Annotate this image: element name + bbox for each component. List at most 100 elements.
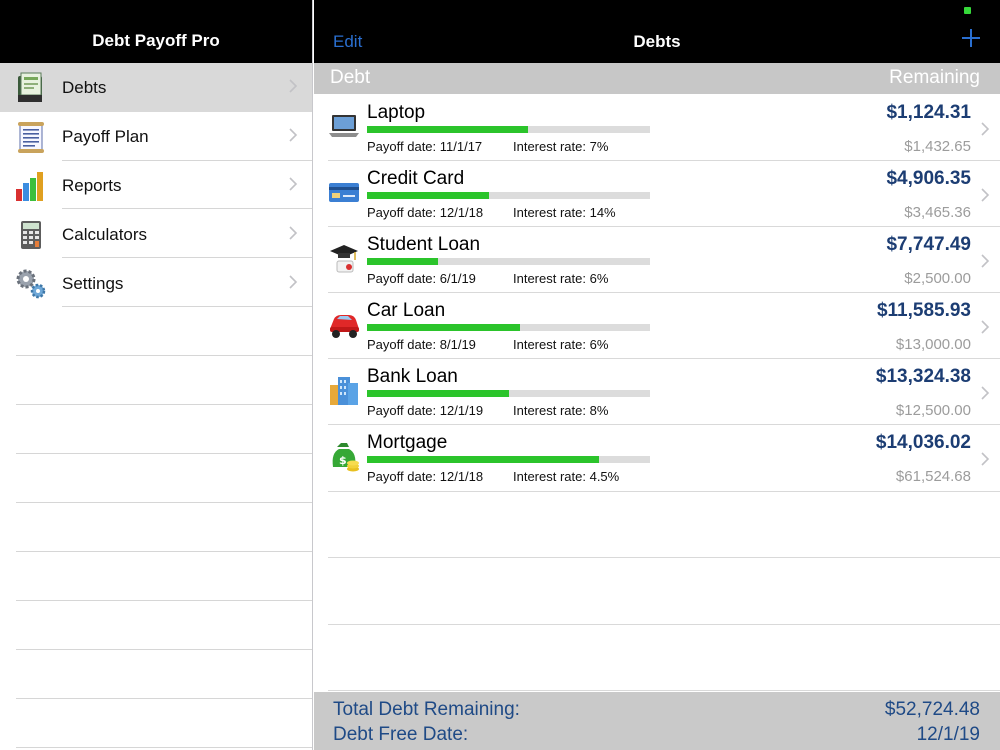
original-amount: $12,500.00: [895, 402, 971, 419]
payoff-progress-bar: [367, 258, 650, 265]
debt-name: Student Loan: [367, 234, 481, 255]
divider: [16, 355, 312, 356]
divider: [16, 747, 312, 748]
remaining-amount: $13,324.38: [875, 366, 971, 387]
payoff-progress-bar: [367, 324, 650, 331]
divider: [328, 160, 1000, 161]
calculator-icon: [21, 220, 41, 249]
divider: [16, 404, 312, 405]
sidebar-item-settings[interactable]: Settings: [0, 259, 312, 308]
payoff-date: Payoff date: 12/1/18: [367, 205, 484, 220]
sidebar-navbar: Debt Payoff Pro: [0, 0, 312, 63]
scroll-icon: [18, 121, 44, 153]
sidebar-item-debts[interactable]: Debts: [0, 63, 312, 112]
chevron-right-icon: [981, 320, 990, 334]
interest-rate: Interest rate: 6%: [513, 337, 609, 352]
divider: [16, 698, 312, 699]
divider: [328, 226, 1000, 227]
chevron-right-icon: [981, 452, 990, 466]
sidebar-item-label: Calculators: [62, 224, 148, 244]
main-navbar: Edit Debts: [314, 0, 1000, 63]
ledger-icon: [18, 72, 42, 102]
payoff-progress-bar: [367, 192, 650, 199]
edit-button[interactable]: Edit: [333, 32, 363, 51]
divider: [328, 292, 1000, 293]
total-debt-value: $52,724.48: [884, 699, 980, 720]
debt-name: Bank Loan: [367, 366, 458, 387]
debt-row-bank-loan[interactable]: Bank Loan Payoff date: 12/1/19 Interest …: [314, 359, 1000, 425]
debt-name: Car Loan: [367, 300, 446, 321]
chevron-right-icon: [981, 188, 990, 202]
interest-rate: Interest rate: 7%: [513, 139, 609, 154]
page-title: Debts: [633, 32, 681, 51]
divider: [328, 424, 1000, 425]
payoff-date: Payoff date: 11/1/17: [367, 139, 483, 154]
status-indicator: [964, 7, 971, 14]
plus-icon[interactable]: [960, 27, 982, 49]
chevron-right-icon: [981, 254, 990, 268]
original-amount: $3,465.36: [904, 204, 971, 221]
laptop-icon: [329, 115, 359, 137]
payoff-date: Payoff date: 12/1/19: [367, 403, 484, 418]
interest-rate: Interest rate: 14%: [513, 205, 616, 220]
divider: [62, 160, 312, 161]
interest-rate: Interest rate: 8%: [513, 403, 609, 418]
divider: [328, 491, 1000, 492]
remaining-amount: $14,036.02: [875, 432, 971, 453]
graduation-icon: [330, 245, 358, 273]
original-amount: $13,000.00: [895, 336, 971, 353]
remaining-column-label: Remaining: [889, 67, 980, 88]
progress-fill: [367, 456, 600, 463]
progress-fill: [367, 258, 438, 265]
bank-building-icon: [330, 377, 358, 405]
divider: [328, 557, 1000, 558]
debt-summary-footer: Total Debt Remaining: $52,724.48 Debt Fr…: [314, 692, 1000, 750]
debt-row-student-loan[interactable]: Student Loan Payoff date: 6/1/19 Interes…: [314, 227, 1000, 293]
original-amount: $61,524.68: [895, 468, 971, 485]
divider: [16, 453, 312, 454]
sidebar-item-label: Reports: [62, 175, 122, 195]
debt-column-label: Debt: [330, 67, 371, 88]
chevron-right-icon: [289, 128, 298, 142]
debts-detail-pane: Edit Debts Debt Remaining Laptop Payoff …: [314, 0, 1000, 750]
debt-row-laptop[interactable]: Laptop Payoff date: 11/1/17 Interest rat…: [314, 95, 1000, 161]
debt-row-car-loan[interactable]: Car Loan Payoff date: 8/1/19 Interest ra…: [314, 293, 1000, 359]
chevron-right-icon: [289, 275, 298, 289]
debt-name: Credit Card: [367, 168, 465, 189]
chevron-right-icon: [289, 79, 298, 93]
money-bag-icon: $: [332, 443, 359, 472]
debt-free-date-label: Debt Free Date:: [333, 724, 469, 745]
progress-fill: [367, 324, 520, 331]
svg-text:$: $: [339, 454, 347, 467]
sidebar-item-label: Debts: [62, 77, 107, 97]
debt-name: Laptop: [367, 102, 426, 123]
master-sidebar: Debt Payoff Pro Debts Payoff Plan: [0, 0, 313, 750]
divider: [16, 649, 312, 650]
chevron-right-icon: [981, 122, 990, 136]
chevron-right-icon: [289, 226, 298, 240]
sidebar-item-payoff-plan[interactable]: Payoff Plan: [0, 112, 312, 161]
interest-rate: Interest rate: 4.5%: [513, 469, 620, 484]
total-debt-label: Total Debt Remaining:: [333, 699, 520, 720]
payoff-progress-bar: [367, 126, 650, 133]
divider: [16, 502, 312, 503]
original-amount: $1,432.65: [904, 138, 971, 155]
divider: [16, 600, 312, 601]
progress-fill: [367, 126, 529, 133]
app-title: Debt Payoff Pro: [92, 31, 220, 50]
debt-row-mortgage[interactable]: $ Mortgage Payoff date: 12/1/18 Interest…: [314, 425, 1000, 491]
remaining-amount: $7,747.49: [886, 234, 971, 255]
payoff-date: Payoff date: 6/1/19: [367, 271, 476, 286]
column-header: Debt Remaining: [314, 63, 1000, 94]
divider: [16, 551, 312, 552]
divider: [62, 257, 312, 258]
divider: [328, 358, 1000, 359]
debt-row-credit-card[interactable]: Credit Card Payoff date: 12/1/18 Interes…: [314, 161, 1000, 227]
divider: [62, 306, 312, 307]
interest-rate: Interest rate: 6%: [513, 271, 609, 286]
sidebar-item-reports[interactable]: Reports: [0, 161, 312, 210]
sidebar-item-calculators[interactable]: Calculators: [0, 210, 312, 259]
debt-name: Mortgage: [367, 432, 448, 453]
chevron-right-icon: [289, 177, 298, 191]
original-amount: $2,500.00: [904, 270, 971, 287]
